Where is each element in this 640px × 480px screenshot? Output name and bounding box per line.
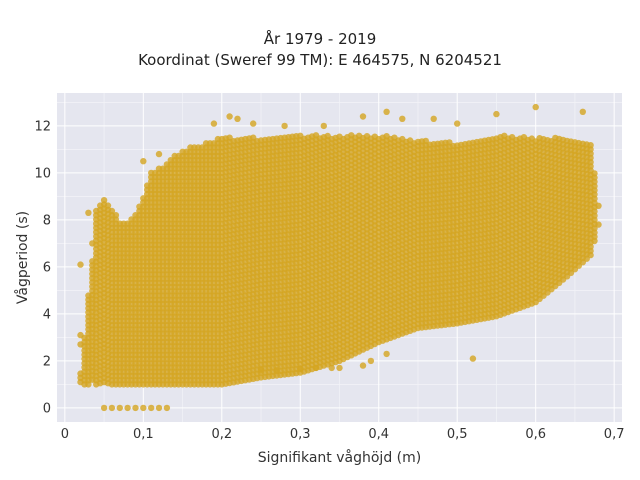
chart-title: År 1979 - 2019 [263,30,377,48]
data-point [112,212,120,219]
data-point [108,207,116,215]
scatter-points [77,103,602,412]
data-point [100,197,108,204]
chart-subtitle: Koordinat (Sweref 99 TM): E 464575, N 62… [138,51,502,69]
data-point [104,202,112,209]
